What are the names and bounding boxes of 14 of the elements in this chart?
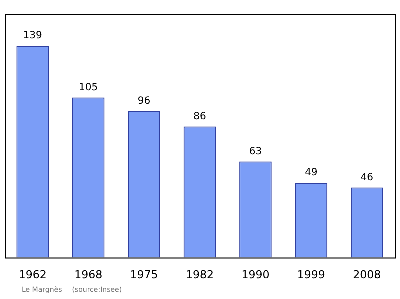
- data-label: 63: [249, 146, 262, 158]
- x-tick-label: 1999: [297, 268, 326, 282]
- data-label: 46: [360, 172, 374, 184]
- data-label: 139: [23, 30, 42, 42]
- data-label: 96: [138, 96, 151, 108]
- x-tick-label: 1990: [242, 268, 270, 282]
- x-tick-label: 1968: [74, 268, 103, 282]
- data-label: 86: [194, 111, 206, 122]
- x-tick-label: 1962: [18, 268, 47, 282]
- x-tick-label: 2008: [353, 268, 382, 282]
- data-label: 49: [305, 168, 318, 179]
- x-tick-label: 1975: [130, 268, 158, 282]
- x-tick-label: 1982: [186, 268, 214, 282]
- data-label: 105: [79, 82, 98, 94]
